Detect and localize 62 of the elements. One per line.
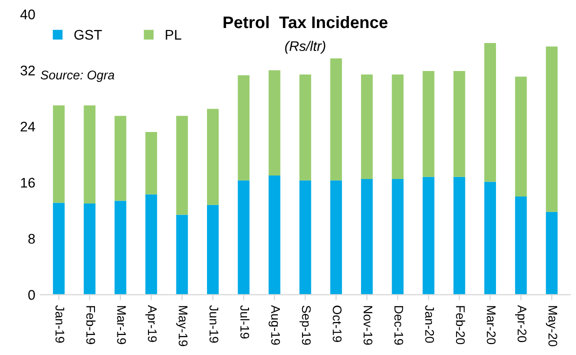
bar [299, 180, 312, 295]
bar [361, 178, 373, 295]
bar [238, 75, 250, 180]
bar [484, 182, 496, 295]
legend-label: GST [74, 30, 102, 40]
bar [422, 176, 434, 295]
bar [422, 70, 434, 177]
bar [453, 176, 466, 295]
bar [453, 70, 466, 177]
bar [207, 108, 219, 205]
bar [268, 175, 280, 295]
x-tick-label: Mar-20 [486, 306, 496, 344]
x-tick-label: May-19 [176, 306, 188, 346]
y-tick-label: 0 [28, 290, 35, 300]
y-tick-label: 40 [20, 10, 35, 20]
bar [515, 196, 527, 295]
bar [176, 214, 188, 295]
legend-label: PL [166, 30, 182, 40]
x-tick-label: Jun-19 [209, 305, 218, 343]
bar [392, 178, 404, 295]
x-tick-label: Nov-19 [364, 306, 372, 345]
x-tick-label: Oct-19 [332, 306, 342, 342]
bar [238, 180, 250, 295]
x-tick-label: Mar-19 [117, 306, 126, 344]
bar [392, 74, 404, 179]
x-tick-label: Apr-19 [145, 305, 157, 342]
x-tick-label: Jan-19 [55, 305, 64, 343]
bar [484, 42, 496, 182]
bar [515, 76, 527, 196]
bar [145, 194, 158, 295]
bar [546, 46, 558, 212]
bar [114, 200, 126, 295]
bar [145, 132, 158, 194]
y-tick-label: 32 [20, 66, 35, 76]
bar [176, 116, 188, 215]
text: (Rs/ltr) [285, 40, 326, 54]
bar [268, 70, 280, 176]
bar [52, 105, 65, 203]
bar [207, 204, 219, 295]
x-tick-label: Jul-19 [240, 305, 250, 339]
bar [84, 105, 96, 204]
x-tick-label: Dec-19 [394, 306, 404, 345]
x-tick-label: Jan-20 [425, 305, 434, 343]
bar [84, 204, 96, 295]
x-tick-label: Feb-19 [86, 306, 96, 344]
bar [299, 74, 312, 180]
chart-title: Petrol Tax Incidence [224, 16, 388, 28]
x-tick-label: Aug-19 [268, 305, 280, 345]
bar [114, 116, 126, 201]
annotation: Source: Ogra [40, 70, 114, 82]
x-tick-label: May-20 [546, 306, 558, 346]
y-tick-label: 24 [20, 122, 36, 132]
y-tick-label: 8 [28, 234, 35, 244]
x-tick-label: Sep-19 [299, 306, 311, 345]
x-tick-label: Apr-20 [515, 305, 526, 342]
bar [546, 212, 558, 295]
bar [330, 58, 342, 180]
x-tick-label: Feb-20 [456, 306, 466, 344]
bar [361, 74, 373, 179]
bar [330, 180, 342, 295]
y-tick-label: 16 [21, 178, 35, 188]
bar [52, 202, 65, 295]
